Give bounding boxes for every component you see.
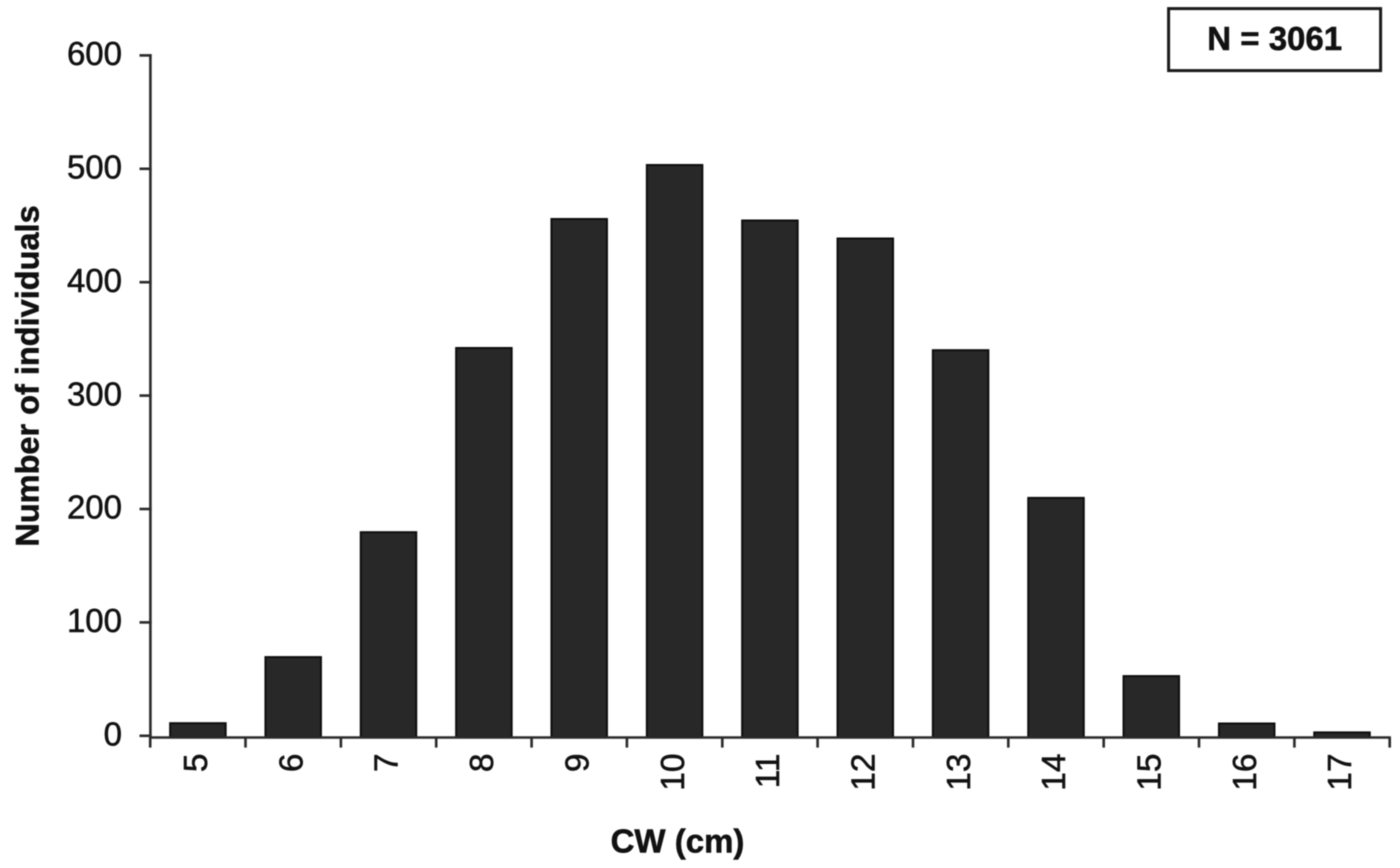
- svg-text:14: 14: [1036, 754, 1073, 791]
- svg-text:7: 7: [369, 754, 406, 773]
- svg-text:CW (cm): CW (cm): [611, 823, 745, 860]
- svg-text:200: 200: [67, 489, 122, 526]
- svg-text:0: 0: [104, 716, 122, 753]
- svg-text:16: 16: [1227, 754, 1264, 791]
- svg-text:8: 8: [464, 754, 501, 773]
- svg-text:13: 13: [941, 754, 978, 791]
- svg-text:12: 12: [846, 754, 883, 791]
- svg-text:400: 400: [67, 262, 122, 299]
- svg-text:6: 6: [273, 754, 310, 773]
- svg-text:9: 9: [559, 754, 596, 773]
- svg-text:500: 500: [67, 149, 122, 186]
- svg-text:Number of individuals: Number of individuals: [10, 205, 46, 546]
- svg-text:300: 300: [67, 375, 122, 412]
- svg-text:11: 11: [750, 754, 787, 789]
- svg-text:15: 15: [1132, 754, 1169, 791]
- svg-text:10: 10: [655, 754, 692, 791]
- svg-text:600: 600: [67, 35, 122, 72]
- svg-text:17: 17: [1322, 754, 1359, 791]
- svg-text:N = 3061: N = 3061: [1207, 20, 1342, 57]
- svg-text:100: 100: [67, 602, 122, 639]
- svg-text:5: 5: [178, 754, 215, 773]
